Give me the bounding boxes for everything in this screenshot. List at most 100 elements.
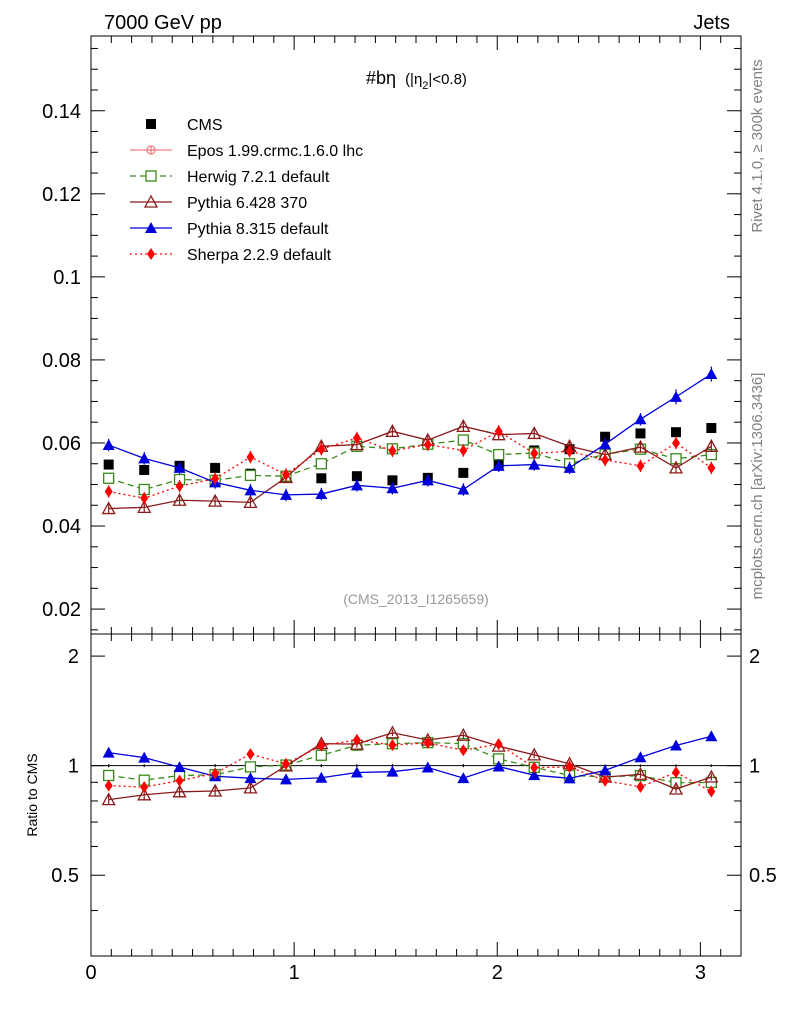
ratio-point xyxy=(350,766,363,778)
x-tick-label: 1 xyxy=(289,962,300,984)
legend-marker xyxy=(146,145,156,155)
data-point xyxy=(244,484,257,496)
data-point xyxy=(138,452,151,464)
plot-title-main: #bη xyxy=(366,68,396,88)
data-point xyxy=(208,493,223,507)
data-point xyxy=(707,461,716,474)
ratio-point xyxy=(315,749,327,761)
ratio-point xyxy=(634,751,647,763)
ratio-point xyxy=(705,730,718,742)
data-point xyxy=(349,437,364,451)
data-point xyxy=(457,434,469,446)
ratio-point xyxy=(352,733,361,746)
ratio-axis-label: Ratio to CMS xyxy=(24,753,40,836)
ratio-y-tick-label-right: 0.5 xyxy=(749,865,777,887)
y-tick-label: 0.12 xyxy=(42,184,81,206)
data-point xyxy=(668,460,684,474)
data-point xyxy=(704,438,719,452)
plot-title-sub: (|η xyxy=(405,71,422,88)
ratio-point xyxy=(244,772,257,784)
y-tick-label: 0.04 xyxy=(42,516,81,538)
series-main-5 xyxy=(104,425,716,505)
data-point xyxy=(530,447,539,460)
plot-title: #bη (|η2|<0.8) xyxy=(366,68,467,92)
legend-item: Epos 1.99.crmc.1.6.0 lhc xyxy=(130,143,363,160)
data-point xyxy=(140,492,149,505)
ratio-point xyxy=(528,769,541,781)
series-ratio-5 xyxy=(104,733,716,798)
data-point xyxy=(600,431,611,442)
ratio-point xyxy=(243,780,258,794)
ratio-point xyxy=(317,739,326,752)
legend-label: Sherpa 2.2.9 default xyxy=(187,247,332,264)
legend-label: Pythia 8.315 default xyxy=(187,221,329,238)
data-point xyxy=(172,492,187,506)
ratio-point xyxy=(563,772,576,784)
data-point xyxy=(101,501,116,515)
ratio-point xyxy=(494,738,503,751)
data-point xyxy=(210,462,221,473)
y-tick-label: 0.06 xyxy=(42,433,81,455)
data-point xyxy=(636,459,645,472)
data-point xyxy=(706,423,717,434)
data-point xyxy=(350,479,363,491)
plot-title-sub-end: |<0.8) xyxy=(428,71,467,88)
data-point xyxy=(278,470,294,484)
data-point xyxy=(493,448,505,461)
data-point xyxy=(387,475,398,486)
data-point xyxy=(316,473,327,484)
ratio-point xyxy=(211,767,220,780)
ratio-point xyxy=(456,727,471,741)
x-tick-label: 3 xyxy=(695,962,706,984)
data-point xyxy=(102,439,115,451)
series-main-4 xyxy=(102,366,718,502)
ratio-point xyxy=(315,771,328,783)
series-main-2 xyxy=(103,434,717,496)
ratio-point xyxy=(421,761,434,773)
legend: CMS Epos 1.99.crmc.1.6.0 lhc Herwig 7.2.1 … xyxy=(130,117,363,264)
data-point xyxy=(175,480,184,493)
ratio-point xyxy=(386,765,399,777)
data-point xyxy=(317,443,326,456)
series-main-3 xyxy=(101,419,719,515)
data-point xyxy=(563,461,576,473)
data-point xyxy=(671,427,681,438)
ratio-y-tick-label: 2 xyxy=(68,646,79,668)
legend-label: Epos 1.99.crmc.1.6.0 lhc xyxy=(187,143,363,160)
legend-label: Herwig 7.2.1 default xyxy=(187,169,330,186)
ratio-point xyxy=(599,764,612,776)
data-point xyxy=(633,439,648,453)
data-point xyxy=(601,453,610,466)
data-point xyxy=(457,483,470,495)
ratio-point xyxy=(423,736,432,749)
ratio-point xyxy=(104,779,113,792)
data-point xyxy=(565,445,574,458)
y-tick-label: 0.02 xyxy=(42,599,81,621)
series-line xyxy=(108,373,712,496)
ratio-y-tick-label-right: 1 xyxy=(749,756,760,778)
data-point xyxy=(103,459,114,470)
legend-item: Herwig 7.2.1 default xyxy=(130,169,330,186)
data-point xyxy=(456,419,471,433)
ratio-point xyxy=(175,774,184,787)
legend-item: Sherpa 2.2.9 default xyxy=(130,247,332,264)
ratio-point xyxy=(704,769,719,783)
series-line xyxy=(108,430,712,499)
data-point xyxy=(386,482,399,494)
ratio-point xyxy=(565,761,574,774)
ratio-point xyxy=(280,773,292,785)
ratio-point xyxy=(101,792,116,806)
data-point xyxy=(527,426,542,440)
data-point xyxy=(635,428,646,439)
ratio-point xyxy=(601,774,610,787)
x-tick-label: 2 xyxy=(492,962,503,984)
data-point xyxy=(705,368,718,380)
legend-marker xyxy=(145,222,157,233)
ratio-point xyxy=(672,766,680,779)
ratio-point xyxy=(388,739,397,752)
ratio-point xyxy=(102,746,115,758)
ratio-point xyxy=(633,766,648,780)
data-point xyxy=(351,471,362,482)
ratio-y-tick-label: 1 xyxy=(68,756,79,778)
